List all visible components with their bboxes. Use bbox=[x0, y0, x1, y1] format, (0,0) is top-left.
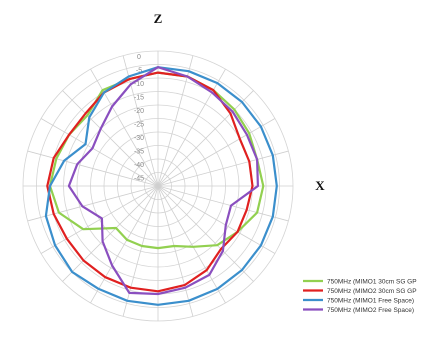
radial-tick-label: -15 bbox=[134, 95, 144, 102]
grid-spoke bbox=[27, 185, 159, 222]
grid-spoke bbox=[90, 68, 159, 187]
grid-spoke bbox=[90, 185, 159, 304]
grid-spoke bbox=[157, 150, 289, 187]
series-traces bbox=[44, 66, 278, 306]
grid-spoke bbox=[40, 118, 159, 187]
radial-tick-label: -45 bbox=[134, 176, 144, 183]
legend-label: 750MHz (MIMO2 30cm SG GP bbox=[327, 288, 417, 295]
radial-tick-label: -35 bbox=[134, 149, 144, 156]
radial-tick-label: 0 bbox=[137, 54, 141, 61]
grid-spoke bbox=[157, 185, 226, 304]
grid-spoke bbox=[157, 185, 254, 282]
radial-tick-label: -30 bbox=[134, 135, 144, 142]
series-line bbox=[67, 66, 259, 296]
grid-spoke bbox=[27, 150, 159, 187]
grid-spoke bbox=[157, 68, 226, 187]
grid-spoke bbox=[157, 90, 254, 187]
grid-spoke bbox=[157, 118, 276, 187]
grid-spoke bbox=[157, 185, 276, 254]
axis-label-x: X bbox=[315, 178, 325, 193]
grid-spoke bbox=[62, 185, 159, 282]
radial-tick-label: -10 bbox=[134, 81, 144, 88]
grid-spoke bbox=[122, 185, 159, 317]
legend: 750MHz (MIMO1 30cm SG GP 750MHz (MIMO2 30… bbox=[303, 279, 417, 314]
radial-tick-label: -20 bbox=[134, 108, 144, 115]
radial-tick-label: -5 bbox=[136, 68, 142, 75]
grid-spoke bbox=[157, 185, 194, 317]
legend-label: 750MHz (MIMO2 Free Space) bbox=[327, 307, 414, 314]
series-line bbox=[46, 71, 254, 293]
legend-label: 750MHz (MIMO1 Free Space) bbox=[327, 298, 414, 305]
grid-spoke bbox=[157, 185, 289, 222]
polar-grid bbox=[22, 50, 294, 322]
radial-tick-label: -40 bbox=[134, 162, 144, 169]
legend-label: 750MHz (MIMO1 30cm SG GP bbox=[327, 279, 417, 286]
grid-spoke bbox=[40, 185, 159, 254]
grid-spoke bbox=[62, 90, 159, 187]
series-line bbox=[44, 66, 278, 306]
radial-tick-labels: 0 -5 -10 -15 -20 -25 -30 -35 -40 -45 bbox=[134, 54, 144, 183]
radial-tick-label: -25 bbox=[134, 122, 144, 129]
axis-label-z: Z bbox=[154, 11, 163, 26]
